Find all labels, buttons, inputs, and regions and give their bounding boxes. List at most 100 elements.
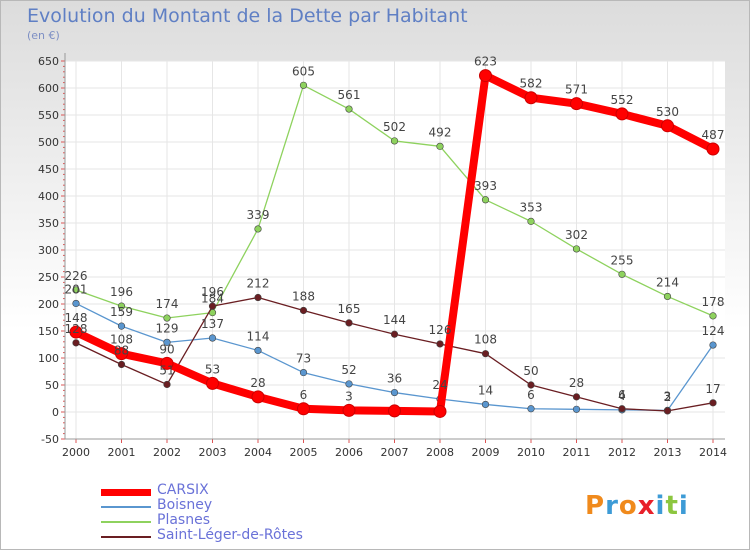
data-label-carsix: 3 (345, 389, 353, 403)
data-label-carsix: 148 (65, 311, 88, 325)
data-point-boisney (527, 405, 535, 413)
data-label-boisney: 114 (247, 329, 270, 343)
data-label-plasnes: 561 (338, 88, 361, 102)
y-tick-label: 0 (52, 406, 59, 419)
data-point-carsix (342, 403, 356, 417)
data-point-carsix (388, 404, 401, 418)
x-tick-label: 2014 (699, 446, 727, 459)
data-point-carsix (297, 402, 310, 416)
data-label-plasnes: 502 (383, 120, 406, 134)
data-point-saint-leger-de-rotes (299, 306, 308, 315)
data-point-boisney (208, 334, 217, 342)
data-label-boisney: 73 (296, 352, 311, 366)
legend-label: CARSIX (157, 482, 209, 498)
x-tick-label: 2007 (381, 446, 409, 459)
y-tick-label: 150 (38, 325, 59, 338)
x-tick-label: 2001 (108, 446, 136, 459)
data-point-plasnes (345, 105, 353, 113)
legend-swatch (101, 506, 151, 508)
data-label-boisney: 159 (110, 305, 133, 319)
data-label-saint-leger-de-rotes: 6 (618, 388, 626, 402)
data-point-plasnes (618, 270, 626, 278)
data-label-boisney: 14 (478, 383, 493, 397)
data-point-carsix (615, 107, 629, 121)
data-point-saint-leger-de-rotes (345, 319, 353, 327)
y-tick-label: 650 (38, 55, 59, 68)
data-point-carsix (479, 69, 492, 83)
data-label-saint-leger-de-rotes: 50 (523, 364, 538, 378)
data-point-carsix (661, 119, 674, 133)
data-point-boisney (117, 322, 126, 330)
y-tick-label: 200 (38, 298, 59, 311)
legend-label: Plasnes (157, 512, 210, 528)
proxiti-logo: Proxiti (585, 491, 689, 521)
x-tick-label: 2012 (608, 446, 636, 459)
data-label-plasnes: 605 (292, 64, 315, 78)
chart-unit: (en €) (27, 29, 60, 42)
x-tick-label: 2005 (290, 446, 318, 459)
data-label-boisney: 36 (387, 372, 402, 386)
data-point-carsix (160, 356, 174, 370)
data-point-plasnes (163, 314, 171, 322)
data-label-saint-leger-de-rotes: 188 (292, 289, 315, 303)
chart-legend: CARSIX Boisney Plasnes Saint-Léger-de-Rôtes (101, 482, 361, 545)
data-label-saint-leger-de-rotes: 88 (114, 343, 129, 357)
data-point-carsix (251, 390, 265, 404)
data-point-carsix (115, 347, 128, 361)
data-label-plasnes: 226 (65, 269, 88, 283)
data-point-saint-leger-de-rotes (618, 405, 626, 413)
data-label-carsix: 530 (656, 105, 679, 119)
data-point-carsix (69, 325, 83, 339)
x-tick-label: 2009 (472, 446, 500, 459)
legend-label: Saint-Léger-de-Rôtes (157, 527, 303, 543)
x-tick-label: 2010 (517, 446, 545, 459)
data-label-boisney: 201 (65, 282, 88, 296)
data-label-carsix: 6 (300, 388, 308, 402)
data-label-saint-leger-de-rotes: 128 (65, 322, 88, 336)
data-label-boisney: 124 (702, 324, 725, 338)
data-label-saint-leger-de-rotes: 212 (247, 277, 270, 291)
data-label-plasnes: 184 (201, 292, 224, 306)
data-label-carsix: 571 (565, 83, 588, 97)
legend-item: CARSIX (101, 482, 361, 500)
data-label-boisney: 6 (527, 388, 535, 402)
data-label-carsix: 487 (702, 128, 725, 142)
data-point-boisney (345, 380, 353, 388)
data-point-carsix (206, 376, 219, 390)
data-label-saint-leger-de-rotes: 126 (429, 323, 452, 337)
y-tick-label: 550 (38, 109, 59, 122)
data-label-plasnes: 214 (656, 275, 679, 289)
data-label-plasnes: 174 (156, 297, 179, 311)
data-point-plasnes (254, 225, 262, 233)
data-label-plasnes: 255 (611, 253, 634, 267)
data-point-saint-leger-de-rotes (663, 407, 672, 415)
data-label-saint-leger-de-rotes: 108 (474, 333, 497, 347)
data-label-plasnes: 492 (429, 125, 452, 139)
y-tick-label: 250 (38, 271, 59, 284)
data-point-plasnes (117, 302, 126, 310)
y-tick-label: 400 (38, 190, 59, 203)
data-point-saint-leger-de-rotes (117, 360, 126, 369)
data-label-plasnes: 196 (110, 285, 133, 299)
x-tick-label: 2011 (563, 446, 591, 459)
y-tick-label: 450 (38, 163, 59, 176)
data-point-plasnes (572, 245, 581, 253)
data-label-carsix: 582 (520, 77, 543, 91)
data-label-carsix: 90 (159, 342, 174, 356)
data-point-boisney (390, 388, 399, 397)
data-point-carsix (524, 91, 538, 105)
data-point-plasnes (663, 292, 672, 301)
data-label-plasnes: 302 (565, 228, 588, 242)
data-label-plasnes: 339 (247, 208, 270, 222)
legend-swatch (101, 521, 151, 523)
data-point-saint-leger-de-rotes (527, 381, 535, 389)
data-point-carsix (570, 97, 583, 111)
data-point-saint-leger-de-rotes (572, 393, 581, 401)
data-label-plasnes: 393 (474, 179, 497, 193)
data-label-boisney: 129 (156, 321, 179, 335)
data-label-plasnes: 178 (702, 295, 725, 309)
x-tick-label: 2004 (244, 446, 272, 459)
y-tick-label: 350 (38, 217, 59, 230)
data-point-saint-leger-de-rotes (163, 380, 171, 389)
